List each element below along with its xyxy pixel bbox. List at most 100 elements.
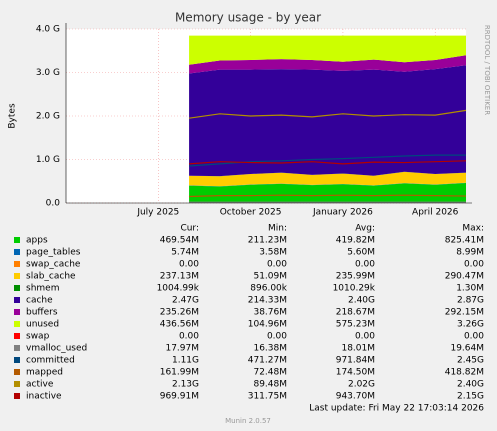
legend-stat: 72.48M bbox=[253, 368, 287, 378]
legend-stat: 971.84M bbox=[336, 356, 375, 366]
legend-stat: 235.99M bbox=[336, 272, 375, 282]
legend-stat: 1.11G bbox=[172, 356, 199, 366]
legend-label: apps bbox=[26, 236, 48, 246]
legend-stat: 18.01M bbox=[341, 344, 375, 354]
legend-label: active bbox=[26, 380, 54, 390]
legend-stat: 436.56M bbox=[160, 320, 199, 330]
legend-stat: 0.00 bbox=[267, 260, 287, 270]
legend-header: Cur: bbox=[180, 224, 199, 234]
legend-swatch bbox=[14, 393, 20, 399]
legend-stat: 0.00 bbox=[464, 332, 484, 342]
y-tick-label: 4.0 G bbox=[36, 25, 60, 35]
legend-label: shmem bbox=[26, 284, 59, 294]
legend-swatch bbox=[14, 249, 20, 255]
legend-stat: 2.45G bbox=[457, 356, 484, 366]
legend-swatch bbox=[14, 261, 20, 267]
legend-swatch bbox=[14, 321, 20, 327]
legend-stat: 943.70M bbox=[336, 392, 375, 402]
legend-stat: 5.74M bbox=[171, 248, 199, 258]
legend-stat: 1.30M bbox=[456, 284, 484, 294]
x-tick-label: October 2025 bbox=[220, 208, 282, 218]
legend-label: buffers bbox=[26, 308, 58, 318]
legend-stat: 5.60M bbox=[347, 248, 375, 258]
legend-swatch bbox=[14, 345, 20, 351]
legend-stat: 1004.99k bbox=[157, 284, 200, 294]
legend-stat: 292.15M bbox=[445, 308, 484, 318]
legend-swatch bbox=[14, 357, 20, 363]
legend-stat: 0.00 bbox=[355, 332, 375, 342]
y-tick-label: 1.0 G bbox=[36, 155, 60, 165]
area bbox=[189, 171, 467, 187]
legend-label: unused bbox=[26, 320, 59, 330]
legend-stat: 0.00 bbox=[355, 260, 375, 270]
legend-stat: 214.33M bbox=[248, 296, 287, 306]
legend-stat: 311.75M bbox=[248, 392, 287, 402]
legend-stat: 419.82M bbox=[336, 236, 375, 246]
legend-stat: 3.26G bbox=[457, 320, 484, 330]
legend-stat: 104.96M bbox=[248, 320, 287, 330]
legend-stat: 3.58M bbox=[259, 248, 287, 258]
area bbox=[189, 182, 467, 203]
legend-stat: 2.40G bbox=[348, 296, 375, 306]
legend-stat: 469.54M bbox=[160, 236, 199, 246]
legend-stat: 2.47G bbox=[172, 296, 199, 306]
area bbox=[189, 35, 467, 65]
legend-stat: 0.00 bbox=[267, 332, 287, 342]
legend-label: inactive bbox=[26, 392, 62, 402]
legend-label: swap_cache bbox=[26, 260, 81, 270]
footer: Munin 2.0.57 bbox=[225, 417, 271, 425]
legend-stat: 237.13M bbox=[160, 272, 199, 282]
legend-stat: 218.67M bbox=[336, 308, 375, 318]
legend-label: vmalloc_used bbox=[26, 344, 87, 354]
legend-stat: 418.82M bbox=[445, 368, 484, 378]
legend-stat: 0.00 bbox=[179, 260, 199, 270]
legend-swatch bbox=[14, 369, 20, 375]
legend-label: mapped bbox=[26, 368, 63, 378]
chart-title: Memory usage - by year bbox=[175, 11, 321, 25]
legend-stat: 17.97M bbox=[165, 344, 199, 354]
legend-label: committed bbox=[26, 356, 75, 366]
legend-stat: 38.76M bbox=[253, 308, 287, 318]
legend-swatch bbox=[14, 297, 20, 303]
legend-stat: 0.00 bbox=[464, 260, 484, 270]
legend-swatch bbox=[14, 285, 20, 291]
legend-stat: 89.48M bbox=[253, 380, 287, 390]
watermark: RRDTOOL / TOBI OETIKER bbox=[483, 25, 491, 115]
area bbox=[189, 65, 467, 177]
legend-stat: 19.64M bbox=[450, 344, 484, 354]
line bbox=[189, 154, 466, 167]
legend-stat: 2.87G bbox=[457, 296, 484, 306]
legend-stat: 8.99M bbox=[456, 248, 484, 258]
legend-swatch bbox=[14, 237, 20, 243]
legend-stat: 825.41M bbox=[445, 236, 484, 246]
line bbox=[189, 160, 467, 165]
y-tick-label: 0.0 bbox=[46, 199, 61, 209]
legend-label: swap bbox=[26, 332, 50, 342]
legend-label: slab_cache bbox=[26, 272, 76, 282]
legend-stat: 161.99M bbox=[160, 368, 199, 378]
legend-stat: 16.38M bbox=[253, 344, 287, 354]
legend-stat: 290.47M bbox=[445, 272, 484, 282]
legend-stat: 211.23M bbox=[248, 236, 287, 246]
legend-stat: 2.40G bbox=[457, 380, 484, 390]
legend-swatch bbox=[14, 273, 20, 279]
y-axis-label: Bytes bbox=[8, 103, 18, 129]
line bbox=[188, 109, 467, 119]
legend-stat: 174.50M bbox=[336, 368, 375, 378]
legend-swatch bbox=[14, 381, 20, 387]
area bbox=[189, 182, 467, 187]
legend-swatch bbox=[14, 333, 20, 339]
legend-stat: 2.15G bbox=[457, 392, 484, 402]
line bbox=[189, 194, 467, 198]
legend-stat: 51.09M bbox=[253, 272, 287, 282]
x-tick-label: January 2026 bbox=[312, 208, 373, 218]
legend-label: cache bbox=[26, 296, 53, 306]
y-tick-label: 2.0 G bbox=[36, 112, 60, 122]
legend-stat: 235.26M bbox=[160, 308, 199, 318]
x-tick-label: April 2026 bbox=[412, 208, 459, 218]
legend-header: Min: bbox=[268, 224, 287, 234]
last-update: Last update: Fri May 22 17:03:14 2026 bbox=[309, 404, 484, 414]
legend-stat: 2.13G bbox=[172, 380, 199, 390]
x-tick-label: July 2025 bbox=[136, 208, 179, 218]
